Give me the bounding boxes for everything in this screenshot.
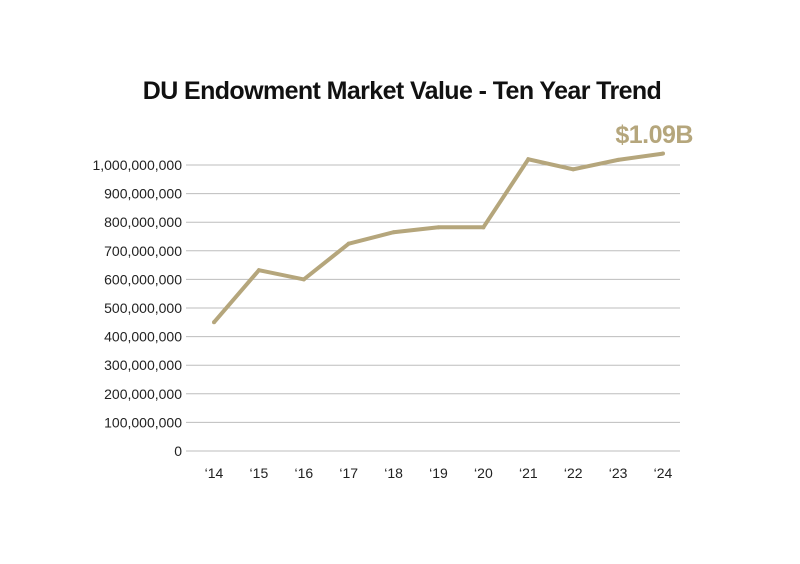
y-tick-label: 800,000,000: [104, 214, 182, 230]
data-point: [571, 167, 576, 172]
data-point: [481, 225, 486, 230]
data-point: [616, 157, 621, 162]
data-point: [436, 225, 441, 230]
data-point: [526, 157, 531, 162]
x-tick-label: ‘24: [654, 465, 673, 481]
x-tick-label: ‘21: [519, 465, 538, 481]
series-line: [212, 151, 664, 324]
series-group: [212, 151, 665, 325]
y-tick-label: 300,000,000: [104, 357, 182, 373]
x-tick-label: ‘23: [609, 465, 628, 481]
x-tick-label: ‘22: [564, 465, 583, 481]
x-tick-label: ‘16: [294, 465, 313, 481]
y-tick-label: 700,000,000: [104, 243, 182, 259]
x-tick-label: ‘17: [339, 465, 358, 481]
x-axis-tick-labels: ‘14 ‘15 ‘16 ‘17 ‘18 ‘19 ‘20 ‘21 ‘22 ‘23 ‘24: [205, 465, 673, 481]
y-tick-label: 1,000,000,000: [92, 157, 182, 173]
y-tick-label: 600,000,000: [104, 271, 182, 287]
y-tick-label: 400,000,000: [104, 329, 182, 345]
gridlines: [186, 164, 680, 452]
x-tick-label: ‘19: [429, 465, 448, 481]
y-tick-label: 900,000,000: [104, 186, 182, 202]
y-tick-label: 100,000,000: [104, 414, 182, 430]
y-tick-label: 200,000,000: [104, 386, 182, 402]
y-axis-tick-labels: 0 100,000,000 200,000,000 300,000,000 400,00…: [92, 157, 182, 459]
data-point: [661, 151, 665, 156]
data-point: [391, 230, 396, 235]
x-tick-label: ‘20: [474, 465, 493, 481]
y-tick-label: 500,000,000: [104, 300, 182, 316]
y-tick-label: 0: [174, 443, 182, 459]
x-tick-label: ‘14: [205, 465, 224, 481]
latest-value-callout: $1.09B: [615, 121, 693, 149]
data-point: [346, 241, 351, 246]
x-tick-label: ‘18: [384, 465, 403, 481]
data-point: [301, 277, 306, 282]
data-point: [212, 320, 216, 325]
chart-title: DU Endowment Market Value - Ten Year Tre…: [143, 77, 661, 105]
data-point: [256, 268, 261, 273]
x-tick-label: ‘15: [250, 465, 269, 481]
